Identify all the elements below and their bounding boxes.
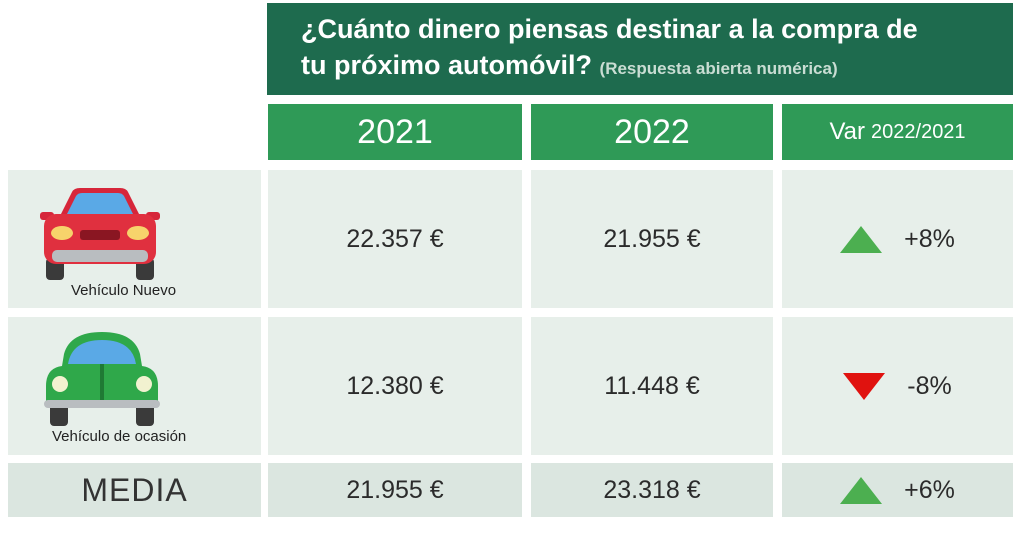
trend-down-icon (843, 372, 886, 400)
trend-up-icon (840, 476, 883, 504)
media-label: MEDIA (81, 471, 188, 508)
media-label-cell: MEDIA (8, 463, 261, 517)
header-variation-prefix: Var (829, 118, 866, 145)
variation-value: +8% (904, 224, 955, 253)
red-car-icon (40, 188, 160, 280)
green-beetle-car-icon (44, 332, 160, 426)
question-line-1: ¿Cuánto dinero piensas destinar a la com… (301, 14, 918, 44)
header-2021: 2021 (268, 104, 522, 160)
header-variation-years: 2022/2021 (871, 120, 966, 143)
cell-media-2021: 21.955 € (268, 463, 522, 517)
question-line-2: tu próximo automóvil? (Respuesta abierta… (301, 47, 1013, 87)
cell-new-2022: 21.955 € (531, 170, 773, 308)
question-note: (Respuesta abierta numérica) (599, 59, 838, 78)
vehicle-new-label: Vehículo Nuevo (71, 282, 177, 299)
cell-new-variation: +8% (782, 170, 1013, 308)
variation-value: +6% (904, 475, 955, 504)
cell-used-2022: 11.448 € (531, 317, 773, 455)
vehicle-used-label: Vehículo de ocasión (52, 428, 187, 445)
question-line-2-text: tu próximo automóvil? (301, 50, 593, 80)
variation-value: -8% (907, 371, 952, 400)
cell-used-variation: -8% (782, 317, 1013, 455)
cell-media-2022: 23.318 € (531, 463, 773, 517)
cell-new-2021: 22.357 € (268, 170, 522, 308)
cell-media-variation: +6% (782, 463, 1013, 517)
header-2022: 2022 (531, 104, 773, 160)
question-title: ¿Cuánto dinero piensas destinar a la com… (267, 3, 1013, 95)
header-variation: Var 2022/2021 (782, 104, 1013, 160)
trend-up-icon (840, 225, 883, 253)
cell-used-2021: 12.380 € (268, 317, 522, 455)
